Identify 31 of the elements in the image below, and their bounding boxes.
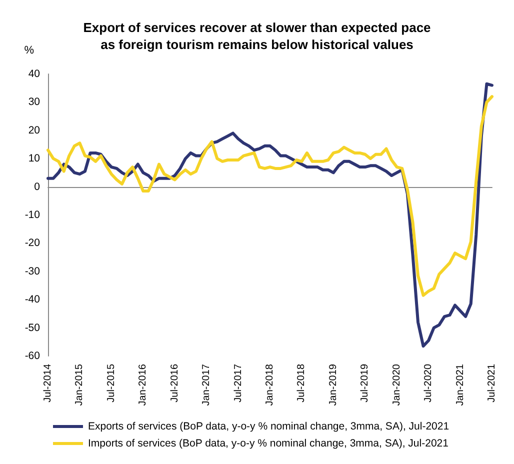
x-tick-label: Jul-2015 — [106, 364, 117, 402]
x-tick-label: Jan-2015 — [74, 364, 86, 406]
x-tick-label: Jul-2019 — [360, 364, 371, 402]
x-tick-label: Jul-2017 — [232, 364, 244, 402]
x-tick-label: Jan-2020 — [391, 364, 402, 406]
x-tick-label: Jul-2016 — [169, 364, 180, 402]
y-tick-label: -40 — [24, 294, 40, 306]
y-tick-label: -10 — [24, 209, 40, 221]
x-tick-label: Jul-2018 — [296, 364, 308, 402]
y-tick-label: -50 — [24, 322, 40, 334]
y-tick-label: 10 — [28, 152, 40, 165]
y-tick-label: 40 — [28, 68, 40, 80]
y-tick-label: -20 — [24, 237, 40, 250]
y-tick-label: 20 — [28, 124, 40, 136]
x-tick-label: Jan-2018 — [264, 364, 276, 406]
x-tick-label: Jul-2020 — [423, 364, 434, 402]
x-tick-label: Jan-2019 — [328, 364, 339, 406]
x-tick-label: Jul-2021 — [486, 364, 498, 402]
line-series — [46, 95, 494, 297]
x-tick-label: Jan-2017 — [201, 364, 212, 406]
y-tick-label: -60 — [24, 350, 40, 362]
y-tick-label: -30 — [24, 265, 40, 278]
x-tick-label: Jan-2021 — [454, 364, 466, 406]
chart-title: Export of services recover at slower than expected pace as foreign tourism remains below historical values — [83, 20, 431, 52]
legend-label: Exports of services (BoP data, y-o-y % nominal change, 3mma, SA), Jul-2021 — [88, 420, 450, 432]
y-axis-title: % — [24, 44, 34, 56]
x-tick-label: Jan-2016 — [138, 364, 149, 406]
y-tick-label: 30 — [28, 96, 40, 108]
x-tick-label: Jul-2014 — [42, 364, 54, 402]
y-tick-label: 0 — [34, 180, 40, 193]
legend-label: Imports of services (BoP data, y-o-y % nominal change, 3mma, SA), Jul-2021 — [88, 438, 449, 450]
